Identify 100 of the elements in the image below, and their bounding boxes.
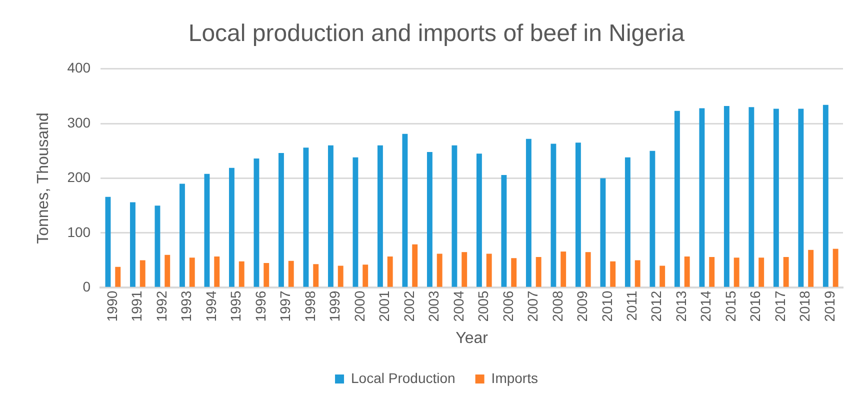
bar	[575, 142, 581, 287]
x-tick-label: 1996	[252, 290, 268, 322]
bar	[214, 256, 220, 287]
bar	[773, 108, 779, 287]
x-tick-label: 2002	[400, 290, 417, 322]
bar	[832, 248, 838, 287]
bar	[377, 145, 383, 287]
bar	[452, 145, 458, 287]
bar	[550, 144, 556, 287]
bar	[180, 184, 185, 287]
bar	[105, 196, 111, 287]
x-tick-label: 2013	[672, 290, 689, 322]
bar	[412, 244, 418, 287]
x-tick-label: 2012	[648, 290, 664, 322]
x-tick-label: 2006	[500, 290, 516, 322]
y-axis-title: Tonnes, Thousand	[35, 112, 52, 244]
x-tick-label: 2004	[450, 290, 466, 322]
bar	[724, 106, 730, 287]
bar	[511, 258, 517, 287]
bar	[362, 264, 368, 287]
bar	[115, 266, 121, 287]
bar	[734, 258, 740, 287]
bar	[650, 150, 656, 287]
bar	[709, 257, 715, 287]
y-tick-label: 300	[67, 114, 91, 130]
y-tick-label: 400	[67, 60, 91, 76]
legend-label: Imports	[491, 370, 538, 386]
x-tick-label: 1991	[128, 290, 145, 322]
bar	[154, 206, 160, 287]
bar	[288, 260, 294, 287]
bar	[822, 104, 828, 287]
bar	[189, 258, 195, 287]
bar	[462, 252, 468, 287]
y-tick-label: 0	[82, 278, 91, 295]
x-tick-label: 2016	[747, 290, 764, 322]
x-axis-title: Year	[456, 330, 489, 347]
x-tick-label: 2008	[549, 290, 566, 322]
bar	[229, 168, 234, 287]
bar	[501, 174, 507, 287]
legend-label: Local Production	[351, 370, 456, 386]
bar	[585, 252, 591, 287]
x-tick-label: 2014	[698, 290, 714, 322]
bar	[808, 250, 814, 287]
bar	[783, 257, 789, 287]
bar	[699, 108, 705, 287]
y-tick-label: 200	[67, 169, 91, 186]
x-tick-label: 2019	[821, 290, 838, 322]
x-tick-label: 1995	[228, 290, 244, 322]
bar	[204, 174, 210, 287]
y-tick-label: 100	[67, 224, 91, 240]
x-tick-label: 1994	[202, 290, 219, 322]
bar	[660, 266, 666, 287]
bar	[164, 254, 170, 287]
x-tick-label: 2005	[475, 290, 492, 322]
bar	[338, 266, 344, 287]
x-tick-label: 2011	[624, 290, 640, 321]
x-tick-label: 2001	[376, 290, 392, 322]
chart-title: Local production and imports of beef in Nigeria	[188, 20, 686, 48]
bar	[536, 257, 542, 287]
bar	[436, 254, 442, 287]
bar	[486, 254, 492, 287]
bar	[387, 256, 393, 287]
x-tick-label: 2007	[524, 290, 541, 322]
x-tick-label: 2010	[598, 290, 615, 322]
x-tick-label: 1997	[277, 290, 294, 322]
bar	[254, 158, 260, 287]
x-tick-label: 2000	[351, 290, 368, 322]
bar	[352, 157, 358, 287]
bar	[748, 107, 754, 287]
bar	[278, 153, 284, 287]
bar	[798, 108, 804, 287]
x-tick-label: 1998	[302, 290, 318, 322]
bar	[140, 260, 146, 287]
bar	[313, 264, 319, 287]
x-tick-label: 1990	[104, 290, 120, 322]
bar	[600, 178, 606, 287]
x-tick-label: 1993	[178, 290, 194, 322]
bar	[303, 148, 309, 287]
x-tick-label: 2018	[796, 290, 813, 322]
x-tick-label: 1999	[326, 290, 343, 322]
bar	[402, 134, 408, 287]
bar	[684, 256, 690, 287]
x-tick-label: 2015	[722, 290, 738, 322]
bar	[328, 145, 334, 287]
bar	[130, 202, 136, 287]
x-tick-label: 1992	[153, 290, 170, 322]
bar	[758, 258, 764, 287]
x-tick-label: 2003	[426, 290, 442, 322]
bar	[624, 157, 630, 287]
bar	[238, 261, 244, 287]
x-tick-label: 2009	[574, 290, 590, 322]
bar	[426, 152, 432, 287]
bar	[560, 252, 566, 287]
x-tick-label: 2017	[772, 290, 788, 322]
bar	[526, 138, 532, 287]
bar	[674, 110, 680, 287]
bar	[634, 260, 640, 287]
bar	[610, 261, 616, 287]
bar	[476, 154, 482, 287]
bar	[264, 263, 270, 287]
